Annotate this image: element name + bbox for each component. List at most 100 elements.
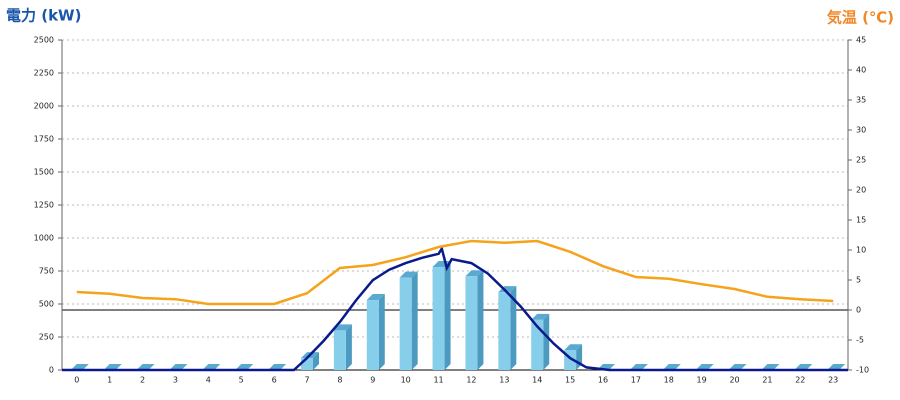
bar-front [531,319,544,370]
x-tick-label: 6 [272,376,277,385]
bar [235,364,254,370]
bar [695,364,714,370]
bar [432,261,451,370]
x-tick-label: 3 [173,376,178,385]
x-tick-label: 21 [762,376,772,385]
x-tick-label: 11 [433,376,443,385]
y2-tick-label: 15 [856,216,866,225]
y2-tick-label: 25 [856,156,866,165]
x-tick-label: 10 [401,376,411,385]
y-tick-label: 1500 [34,168,54,177]
bar-front [366,300,379,370]
y-tick-label: 500 [39,300,54,309]
bar-side [477,270,484,370]
bar-side [510,286,517,370]
bar-top [235,364,254,370]
y2-tick-label: 30 [856,126,866,135]
bar [794,364,813,370]
bar-front [333,330,346,370]
y-tick-label: 0 [49,366,54,375]
y2-tick-label: -10 [856,366,869,375]
bar [498,286,517,370]
bar-top [629,364,648,370]
y-tick-label: 1000 [34,234,54,243]
x-tick-label: 23 [828,376,838,385]
y-tick-label: 750 [39,267,54,276]
bar-top [531,313,550,320]
x-tick-label: 18 [664,376,674,385]
bar-top [136,364,155,370]
y2-tick-label: 40 [856,66,866,75]
bar-side [444,261,451,370]
x-tick-label: 5 [239,376,244,385]
bar-front [432,267,445,370]
bar [662,364,681,370]
bar-top [333,324,352,331]
bar-side [543,313,550,370]
bar-top [794,364,813,370]
x-tick-label: 20 [729,376,739,385]
bar [202,364,221,370]
bar [564,344,583,370]
bar [169,364,188,370]
y2-tick-label: 35 [856,96,866,105]
bar-top [827,364,846,370]
bar-top [564,344,583,351]
bar-side [313,352,320,370]
bar-top [70,364,89,370]
bar-top [202,364,221,370]
x-tick-label: 4 [206,376,211,385]
bar [761,364,780,370]
bar-top [169,364,188,370]
y2-tick-label: 5 [856,276,861,285]
x-tick-label: 7 [304,376,309,385]
bar-front [399,277,412,370]
y-tick-label: 250 [39,333,54,342]
x-tick-label: 13 [499,376,509,385]
x-tick-label: 17 [631,376,641,385]
x-tick-label: 19 [697,376,707,385]
x-tick-label: 8 [337,376,342,385]
bar [103,364,122,370]
bar-top [399,271,418,278]
y-tick-label: 1250 [34,201,54,210]
y-tick-label: 2000 [34,102,54,111]
x-tick-label: 2 [140,376,145,385]
x-tick-label: 14 [532,376,542,385]
bar [268,364,287,370]
y-tick-label: 2250 [34,69,54,78]
bar-side [411,271,418,370]
bar-front [465,276,478,370]
bar [728,364,747,370]
bar-top [465,270,484,277]
y2-tick-label: -5 [856,336,864,345]
bar-top [268,364,287,370]
bar [827,364,846,370]
bar [136,364,155,370]
bar [399,271,418,370]
y2-tick-label: 10 [856,246,866,255]
y2-axis-title: 気温 (℃) [827,9,894,27]
bar [465,270,484,370]
y2-tick-label: 20 [856,186,866,195]
y-tick-label: 2500 [34,36,54,45]
x-tick-label: 12 [466,376,476,385]
bar-top [728,364,747,370]
line [62,245,848,372]
x-tick-label: 0 [74,376,79,385]
bar-side [378,294,385,370]
bar-top [662,364,681,370]
bar [531,313,550,370]
x-tick-label: 9 [370,376,375,385]
y2-tick-label: 45 [856,36,866,45]
bar-top [103,364,122,370]
x-tick-label: 1 [107,376,112,385]
bar-top [695,364,714,370]
bar [70,364,89,370]
y-axis-title: 電力 (kW) [6,7,81,25]
bar [629,364,648,370]
x-tick-label: 22 [795,376,805,385]
bar-top [761,364,780,370]
x-tick-label: 16 [598,376,608,385]
